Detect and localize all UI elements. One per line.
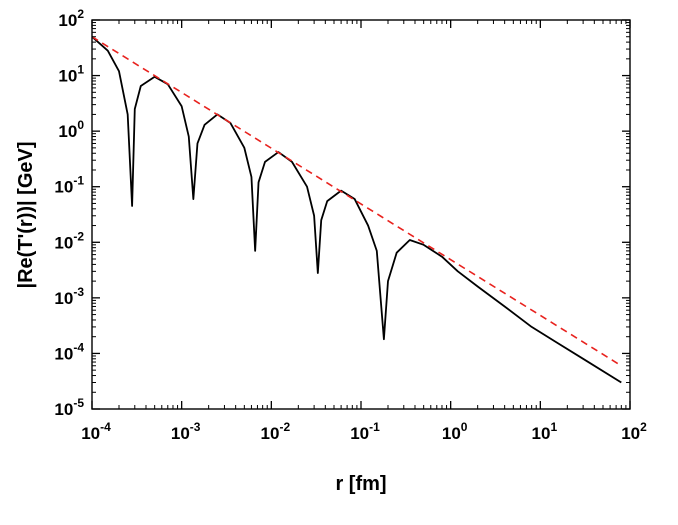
y-tick-label: 100 bbox=[58, 118, 84, 141]
x-tick-label: 10-4 bbox=[81, 420, 111, 443]
x-tick-label: 10-3 bbox=[171, 420, 201, 443]
y-tick-label: 10-2 bbox=[54, 229, 84, 252]
y-tick-label: 101 bbox=[58, 63, 84, 86]
series-layer bbox=[91, 36, 622, 384]
tick-labels: 10-4 10-3 10-2 10-1 100 101 10210-510-410-310-… bbox=[54, 7, 647, 443]
x-tick-label: 10-2 bbox=[261, 420, 291, 443]
x-tick-label: 101 bbox=[532, 420, 558, 443]
ticks-layer bbox=[91, 19, 631, 410]
x-tick-label: 100 bbox=[442, 420, 468, 443]
y-axis-title: |Re(T'(r))| [GeV] bbox=[15, 141, 37, 288]
y-tick-label: 10-5 bbox=[54, 396, 84, 419]
x-tick-label: 102 bbox=[621, 420, 647, 443]
y-tick-label: 10-1 bbox=[54, 174, 84, 197]
y-tick-label: 10-4 bbox=[54, 340, 84, 363]
y-tick-label: 10-3 bbox=[54, 285, 84, 308]
y-tick-label: 102 bbox=[58, 7, 84, 30]
series-line-2 bbox=[91, 36, 622, 367]
x-axis-title: r [fm] bbox=[335, 473, 386, 495]
x-tick-label: 10-1 bbox=[350, 420, 380, 443]
series-line-1 bbox=[91, 36, 622, 384]
plot-frame bbox=[91, 19, 631, 410]
